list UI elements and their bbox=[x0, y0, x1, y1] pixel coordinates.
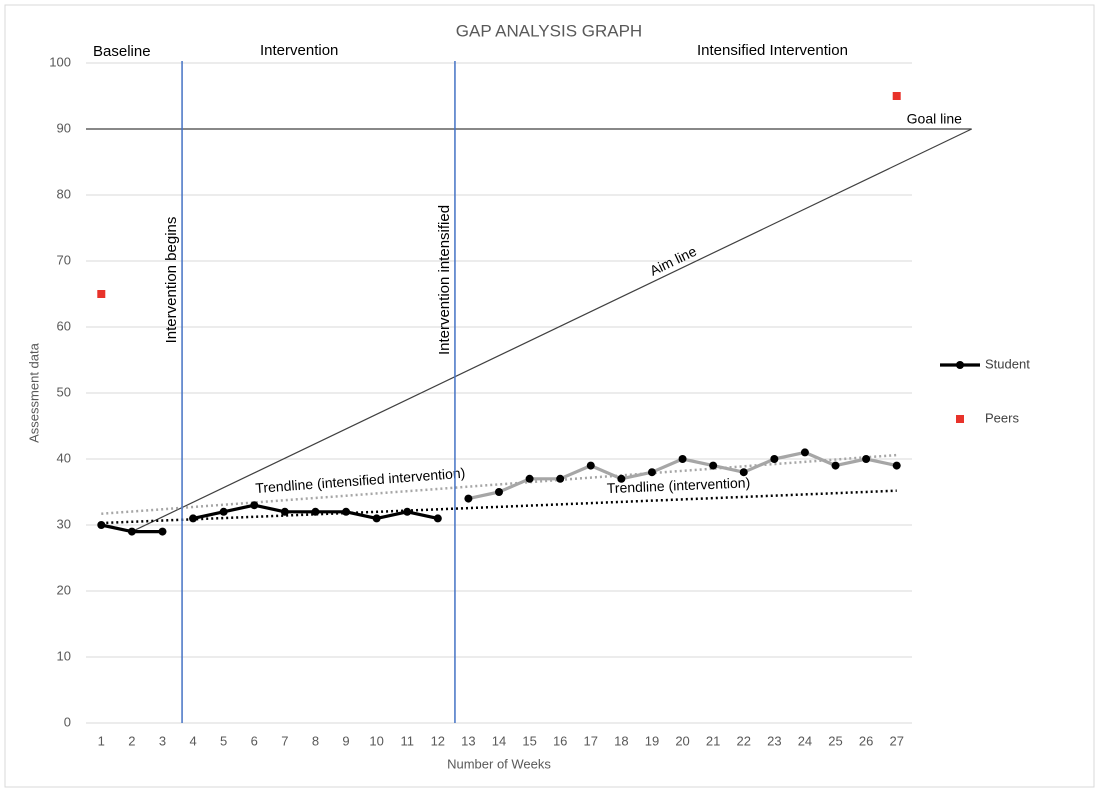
x-tick-label: 26 bbox=[859, 733, 873, 748]
x-tick-label: 6 bbox=[251, 733, 258, 748]
data-point bbox=[495, 488, 503, 496]
trendline-label: Trendline (intervention) bbox=[606, 474, 750, 496]
data-point bbox=[617, 474, 626, 483]
data-point bbox=[189, 514, 198, 523]
data-point bbox=[280, 507, 289, 516]
data-point bbox=[892, 461, 901, 470]
data-point bbox=[862, 455, 871, 463]
data-point bbox=[831, 461, 840, 470]
x-tick-label: 12 bbox=[431, 733, 445, 748]
x-tick-label: 13 bbox=[461, 733, 475, 748]
data-point bbox=[250, 501, 259, 510]
phase-label: Intervention bbox=[260, 42, 338, 59]
data-point bbox=[433, 514, 442, 523]
phase-label: Intensified Intervention bbox=[697, 42, 848, 59]
data-point bbox=[586, 461, 595, 470]
phase-line-label: Intervention begins bbox=[163, 217, 180, 344]
data-point bbox=[403, 507, 412, 516]
data-point bbox=[372, 514, 381, 523]
y-tick-label: 70 bbox=[57, 252, 71, 267]
data-point bbox=[127, 527, 136, 536]
data-point bbox=[342, 507, 351, 516]
x-tick-label: 22 bbox=[737, 733, 751, 748]
data-point bbox=[97, 521, 106, 529]
y-tick-label: 50 bbox=[57, 384, 71, 399]
x-tick-label: 27 bbox=[889, 733, 903, 748]
x-tick-label: 21 bbox=[706, 733, 720, 748]
y-tick-label: 100 bbox=[49, 54, 71, 69]
chart-title: GAP ANALYSIS GRAPH bbox=[456, 21, 642, 40]
data-point bbox=[464, 494, 473, 503]
x-tick-label: 19 bbox=[645, 733, 659, 748]
y-tick-label: 90 bbox=[57, 120, 71, 135]
legend-label: Student bbox=[985, 356, 1030, 371]
x-tick-label: 3 bbox=[159, 733, 166, 748]
data-point bbox=[709, 461, 718, 470]
peer-point bbox=[892, 92, 901, 100]
aim-line bbox=[131, 128, 972, 533]
x-tick-label: 7 bbox=[281, 733, 288, 748]
legend-label: Peers bbox=[985, 410, 1019, 425]
data-point bbox=[770, 455, 779, 463]
phase-label: Baseline bbox=[93, 43, 151, 60]
y-tick-label: 20 bbox=[57, 582, 71, 597]
legend-swatch bbox=[956, 415, 964, 423]
y-axis-label: Assessment data bbox=[26, 342, 41, 442]
data-point bbox=[647, 468, 656, 477]
x-tick-label: 16 bbox=[553, 733, 567, 748]
x-tick-label: 17 bbox=[584, 733, 598, 748]
x-tick-label: 14 bbox=[492, 733, 506, 748]
legend-swatch bbox=[956, 361, 964, 369]
x-tick-label: 25 bbox=[828, 733, 842, 748]
x-tick-label: 8 bbox=[312, 733, 319, 748]
phase-line-label: Intervention intensified bbox=[436, 205, 453, 355]
x-tick-label: 18 bbox=[614, 733, 628, 748]
y-tick-label: 60 bbox=[57, 318, 71, 333]
data-point bbox=[158, 527, 167, 536]
x-tick-label: 9 bbox=[342, 733, 349, 748]
x-axis-label: Number of Weeks bbox=[447, 756, 551, 771]
data-point bbox=[739, 468, 748, 477]
x-tick-label: 10 bbox=[369, 733, 383, 748]
x-tick-label: 15 bbox=[522, 733, 536, 748]
x-tick-label: 4 bbox=[189, 733, 196, 748]
y-tick-label: 40 bbox=[57, 450, 71, 465]
data-point bbox=[556, 474, 565, 483]
peer-point bbox=[97, 290, 106, 298]
y-tick-label: 30 bbox=[57, 516, 71, 531]
y-tick-label: 10 bbox=[57, 648, 71, 663]
x-tick-label: 20 bbox=[675, 733, 689, 748]
y-tick-label: 0 bbox=[64, 714, 71, 729]
data-point bbox=[800, 448, 809, 457]
data-point bbox=[311, 507, 320, 516]
y-tick-label: 80 bbox=[57, 186, 71, 201]
x-tick-label: 11 bbox=[400, 733, 414, 748]
data-point bbox=[678, 455, 687, 463]
x-tick-label: 5 bbox=[220, 733, 227, 748]
x-tick-label: 2 bbox=[128, 733, 135, 748]
x-tick-label: 23 bbox=[767, 733, 781, 748]
data-point bbox=[219, 507, 228, 516]
data-point bbox=[525, 474, 534, 483]
x-tick-label: 24 bbox=[798, 733, 812, 748]
x-tick-label: 1 bbox=[98, 733, 105, 748]
goal-line-label: Goal line bbox=[907, 111, 962, 127]
